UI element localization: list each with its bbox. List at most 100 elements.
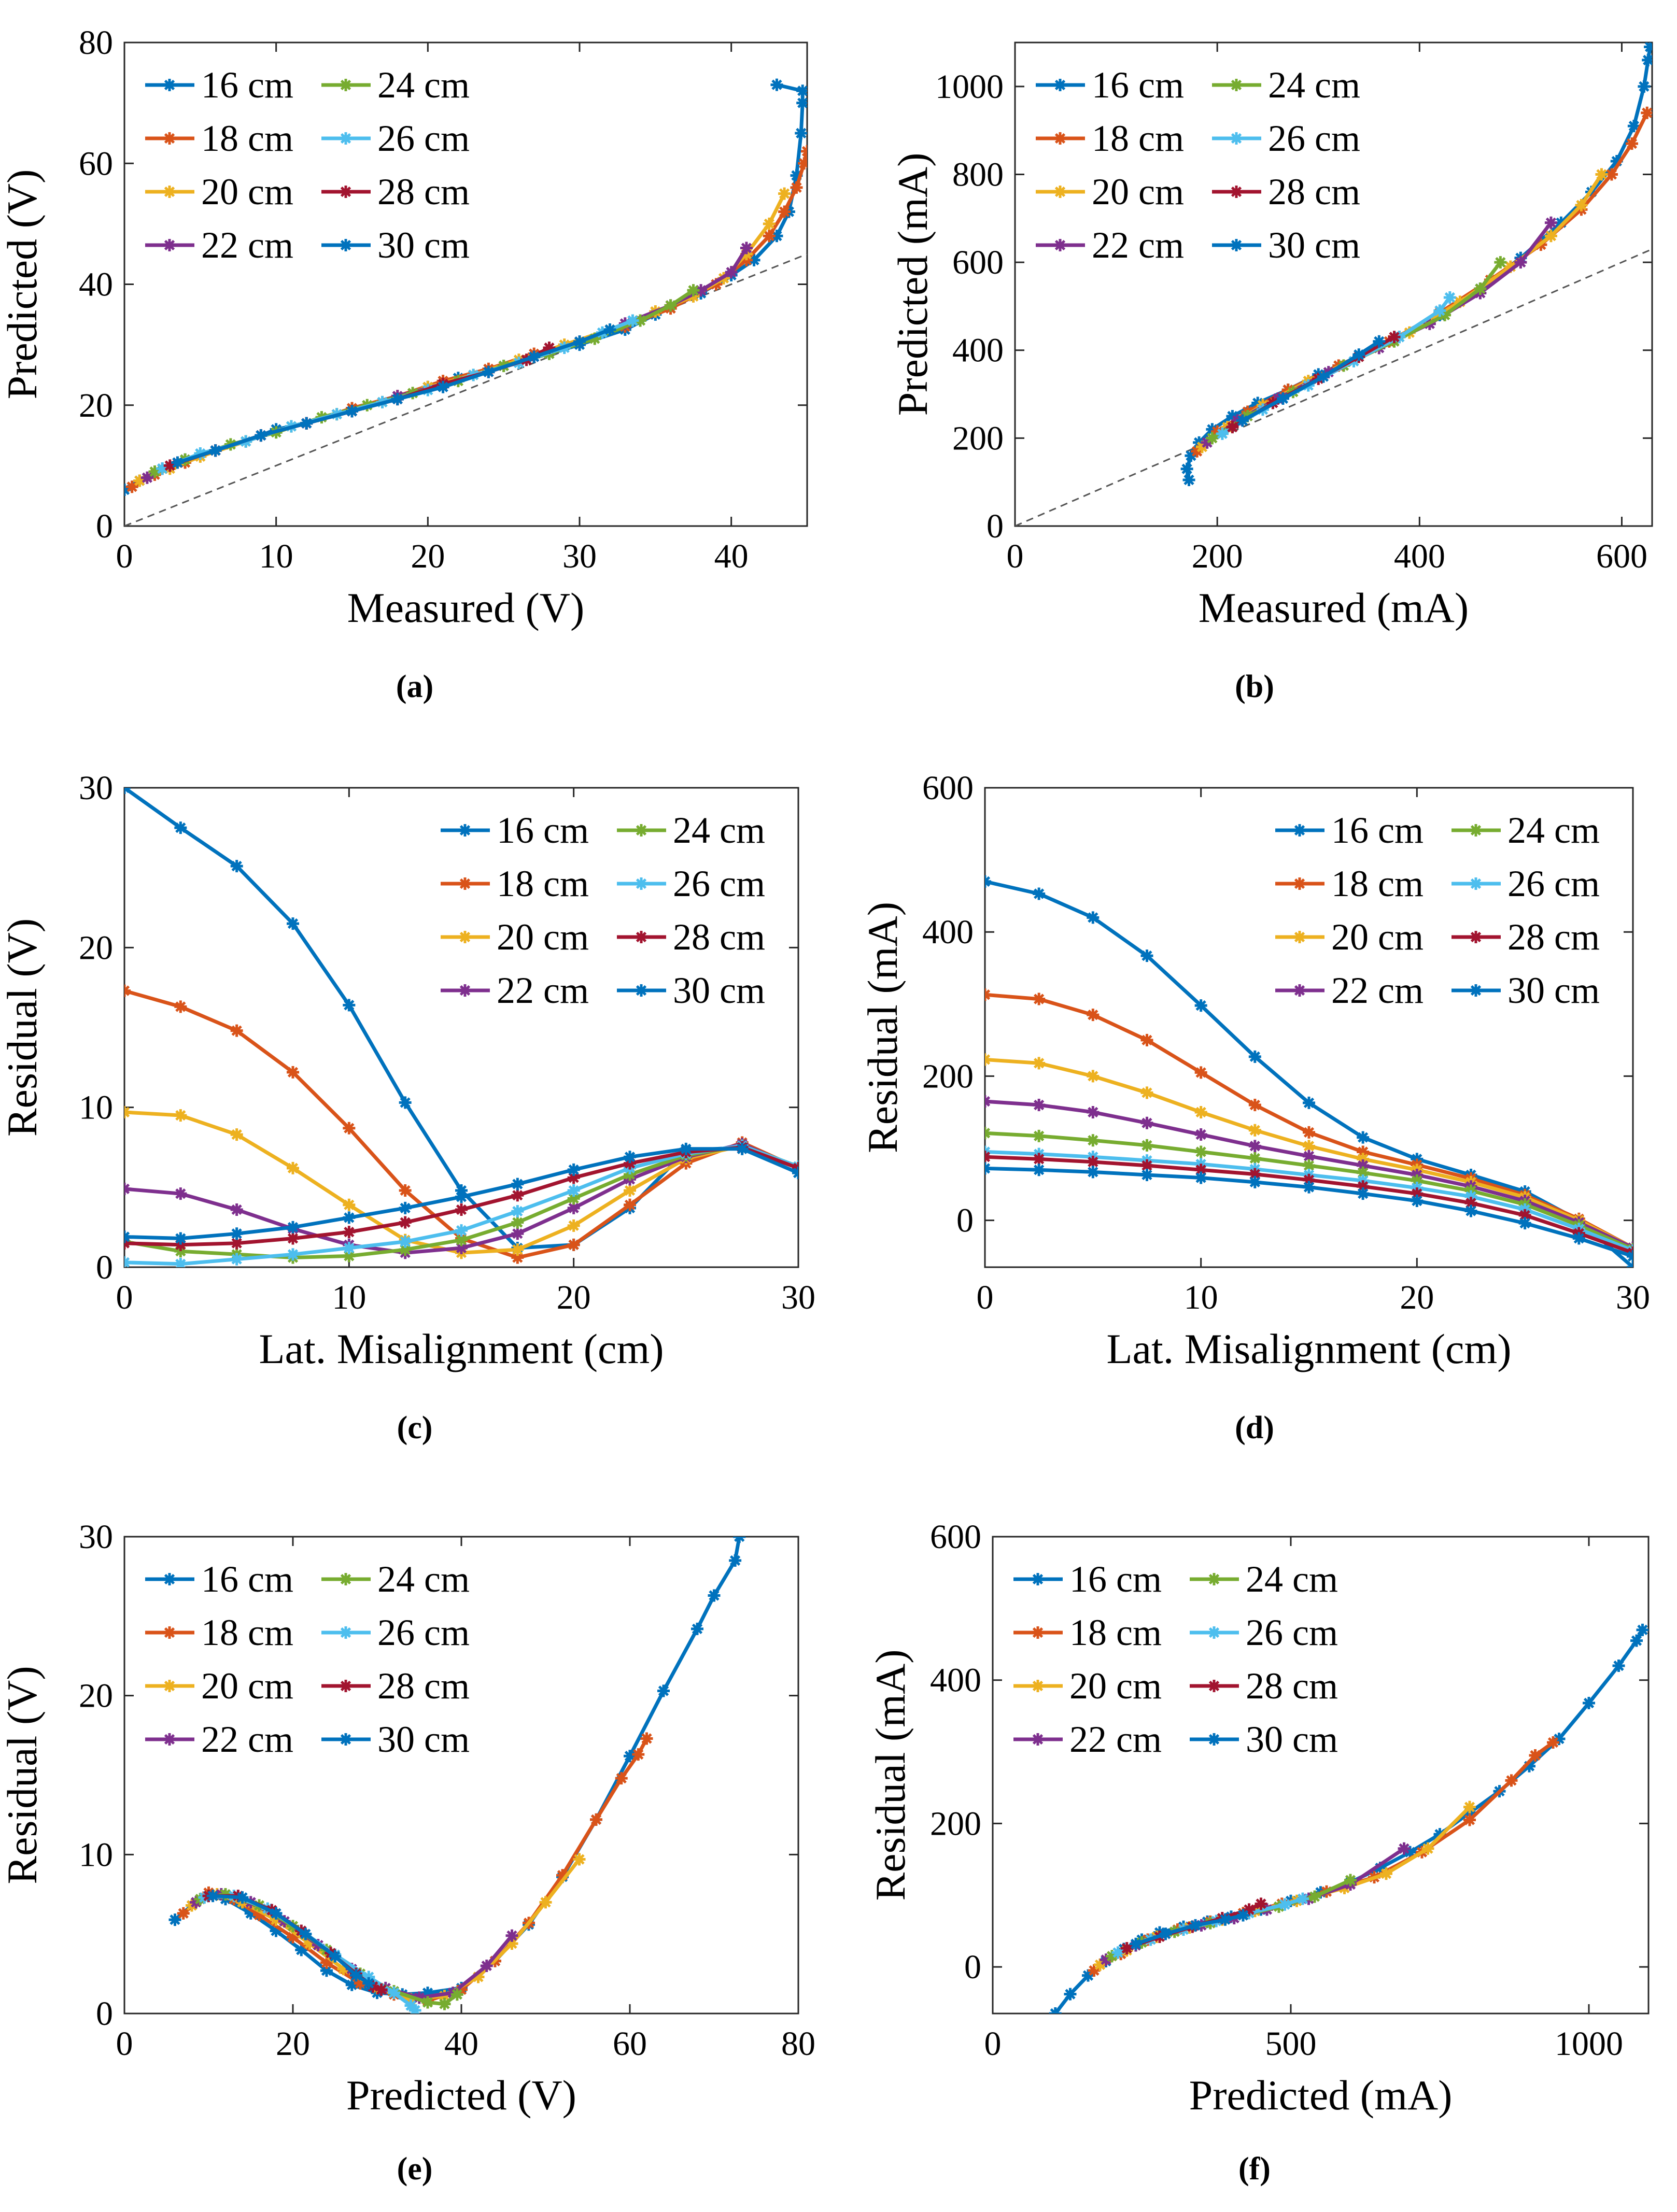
legend-item: 30 cm — [1212, 224, 1360, 266]
data-point — [1064, 1988, 1077, 2001]
series-line — [182, 1737, 649, 2003]
legend-marker — [1208, 1626, 1220, 1639]
data-point — [1140, 1086, 1153, 1099]
legend-marker — [163, 132, 176, 145]
data-point — [174, 1238, 187, 1251]
data-point — [1357, 1145, 1370, 1158]
data-point — [1248, 1168, 1261, 1181]
data-point — [438, 1990, 451, 2003]
data-point — [399, 1096, 412, 1109]
x-axis-label: Lat. Misalignment (cm) — [1106, 1325, 1511, 1372]
data-point — [1201, 436, 1214, 449]
y-tick-label: 200 — [952, 419, 1004, 457]
data-point — [624, 1750, 636, 1763]
data-point — [1248, 1099, 1261, 1112]
data-point — [1514, 256, 1527, 269]
data-point — [174, 1245, 187, 1258]
data-point — [1087, 1134, 1100, 1147]
data-point — [255, 429, 267, 442]
data-point — [1087, 911, 1100, 924]
legend-marker — [635, 931, 647, 943]
data-point — [1555, 216, 1568, 229]
data-point — [624, 1184, 636, 1197]
series-line — [124, 989, 798, 1259]
x-tick-label: 20 — [276, 2025, 310, 2063]
plot-area — [984, 787, 1634, 1268]
legend-marker — [459, 824, 471, 836]
x-tick-label: 500 — [1265, 2025, 1317, 2063]
legend-label: 16 cm — [497, 810, 589, 851]
data-point — [763, 230, 776, 243]
data-point — [725, 266, 738, 279]
legend-marker — [635, 984, 647, 997]
legend-label: 30 cm — [1507, 970, 1600, 1011]
series-18-cm — [124, 984, 798, 1264]
data-point — [404, 1999, 417, 2012]
legend-item: 24 cm — [321, 64, 470, 106]
data-point — [664, 299, 677, 312]
data-point — [1638, 80, 1651, 93]
data-point — [230, 1227, 243, 1240]
legend-label: 30 cm — [377, 1719, 470, 1760]
data-point — [450, 1988, 463, 2001]
data-point — [511, 1178, 524, 1190]
data-point — [1357, 1166, 1370, 1179]
legend-marker — [459, 931, 471, 943]
y-tick-label: 10 — [79, 1836, 113, 1874]
x-axis-label: Measured (V) — [347, 584, 585, 631]
legend-marker — [1032, 1626, 1044, 1639]
data-point — [1140, 1139, 1153, 1152]
data-point — [174, 1187, 187, 1200]
legend-label: 18 cm — [1331, 863, 1424, 904]
data-point — [985, 1053, 991, 1066]
legend-marker — [163, 79, 176, 91]
data-point — [455, 1983, 468, 1996]
data-point — [1087, 1070, 1100, 1083]
legend-marker — [635, 877, 647, 890]
data-point — [177, 1907, 190, 1920]
series-26-cm — [198, 1890, 421, 2014]
data-point — [1278, 1898, 1291, 1911]
data-point — [1439, 308, 1451, 321]
data-point — [236, 1891, 249, 1904]
panel-a: 0 10 20 30 40 0 20 40 60 80 Measured (V) Predicted … — [0, 24, 808, 704]
data-point — [985, 1151, 991, 1164]
x-tick-label: 0 — [977, 1279, 994, 1316]
data-point — [1140, 1159, 1153, 1172]
panel-caption: (b) — [1235, 669, 1274, 704]
legend-label: 30 cm — [1246, 1719, 1338, 1760]
legend-item: 20 cm — [1013, 1665, 1162, 1707]
legend-label: 26 cm — [377, 1612, 470, 1653]
legend-label: 28 cm — [377, 1665, 470, 1707]
data-point — [1464, 1190, 1477, 1203]
x-tick-label: 20 — [411, 537, 445, 575]
data-point — [125, 480, 138, 493]
series-24-cm — [148, 284, 700, 478]
y-axis-label: Residual (V) — [0, 1666, 46, 1884]
legend: 16 cm 18 cm 20 cm 22 cm 24 cm 26 cm 28 cm 30 cm — [145, 1558, 470, 1760]
data-point — [1033, 887, 1046, 900]
data-point — [1644, 42, 1652, 53]
legend-marker — [1032, 1733, 1044, 1746]
legend-marker — [1208, 1573, 1220, 1585]
legend-marker — [1293, 824, 1306, 836]
legend-item: 24 cm — [1212, 64, 1360, 106]
data-point — [455, 1242, 468, 1254]
data-point — [708, 1589, 721, 1602]
data-point — [1357, 1159, 1370, 1172]
y-tick-label: 0 — [964, 1948, 981, 1986]
data-point — [1308, 1890, 1321, 1903]
data-point — [1544, 230, 1557, 243]
data-point — [1463, 1813, 1476, 1826]
legend-marker — [459, 984, 471, 997]
data-point — [253, 1908, 265, 1921]
legend-item: 30 cm — [321, 224, 470, 266]
data-point — [1572, 1232, 1585, 1245]
data-point — [567, 1184, 580, 1197]
data-point — [1194, 999, 1207, 1012]
data-point — [615, 1772, 628, 1785]
legend-label: 28 cm — [377, 171, 470, 212]
data-point — [1195, 441, 1208, 453]
legend-label: 22 cm — [1092, 224, 1184, 266]
legend-item: 24 cm — [1190, 1558, 1338, 1600]
